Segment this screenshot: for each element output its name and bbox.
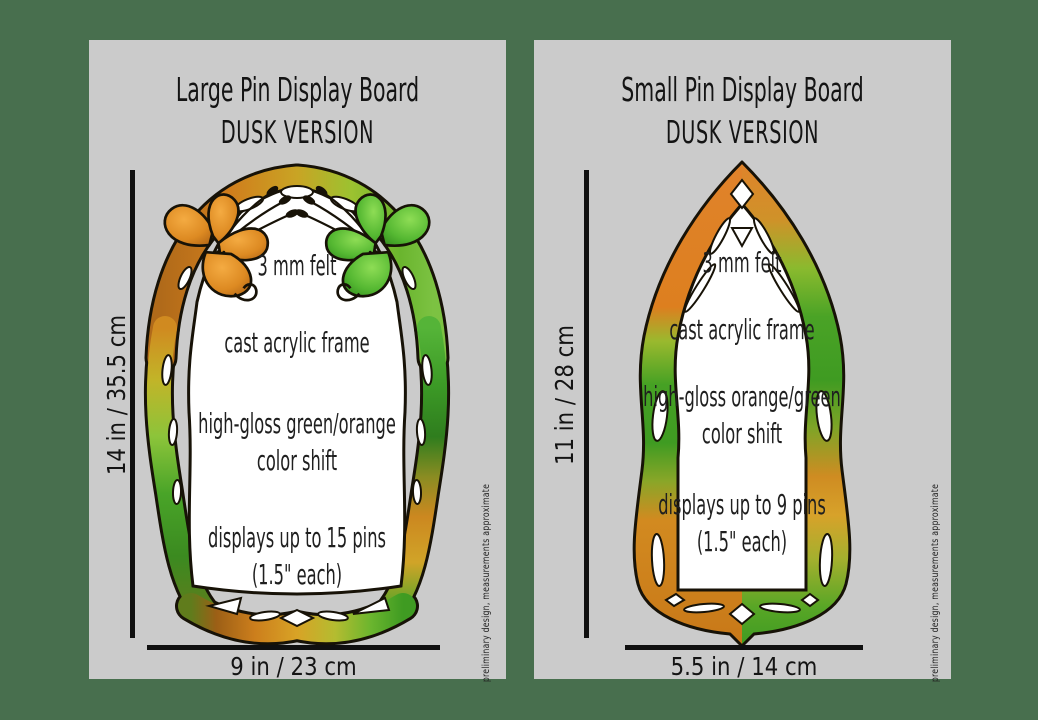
spec-capacity: displays up to 15 pins (1.5" each) — [208, 520, 386, 591]
spec-finish: high-gloss green/orange color shift — [198, 406, 396, 477]
large-panel-title: Large Pin Display Board DUSK VERSION — [89, 68, 506, 153]
large-title-line1: Large Pin Display Board — [175, 70, 420, 109]
spec-frame-material: cast acrylic frame — [669, 312, 815, 346]
width-dimension-line — [147, 645, 440, 650]
height-dimension-line — [584, 170, 589, 638]
small-board-panel: Small Pin Display Board DUSK VERSION — [534, 40, 951, 682]
small-spec-list: 3 mm felt cast acrylic frame high-gloss … — [562, 245, 922, 561]
large-board-panel: Large Pin Display Board DUSK VERSION — [89, 40, 506, 682]
width-dimension-line — [625, 645, 863, 650]
small-frame-graphic — [632, 160, 852, 648]
fine-print: preliminary design, measurements approxi… — [481, 483, 492, 683]
spec-felt: 3 mm felt — [257, 249, 337, 282]
small-frame-knot-cutouts — [650, 178, 834, 626]
spec-capacity: displays up to 9 pins (1.5" each) — [658, 487, 826, 558]
spec-finish: high-gloss orange/green color shift — [643, 379, 841, 450]
height-dimension-label: 11 in / 28 cm — [550, 324, 579, 466]
height-dimension-label: 14 in / 35.5 cm — [102, 314, 131, 476]
fine-print: preliminary design, measurements approxi… — [930, 483, 941, 683]
width-dimension-label: 5.5 in / 14 cm — [670, 652, 818, 681]
spec-felt: 3 mm felt — [702, 246, 782, 279]
height-dimension-line — [130, 170, 135, 638]
small-title-line1: Small Pin Display Board — [621, 70, 864, 109]
small-panel-title: Small Pin Display Board DUSK VERSION — [534, 68, 951, 153]
large-spec-list: 3 mm felt cast acrylic frame high-gloss … — [117, 248, 477, 594]
small-frame-window — [673, 201, 811, 592]
small-title-line2: DUSK VERSION — [665, 114, 820, 151]
spec-frame-material: cast acrylic frame — [224, 325, 370, 359]
large-title-line2: DUSK VERSION — [220, 114, 375, 151]
width-dimension-label: 9 in / 23 cm — [230, 652, 357, 681]
large-frame-graphic — [143, 163, 451, 646]
